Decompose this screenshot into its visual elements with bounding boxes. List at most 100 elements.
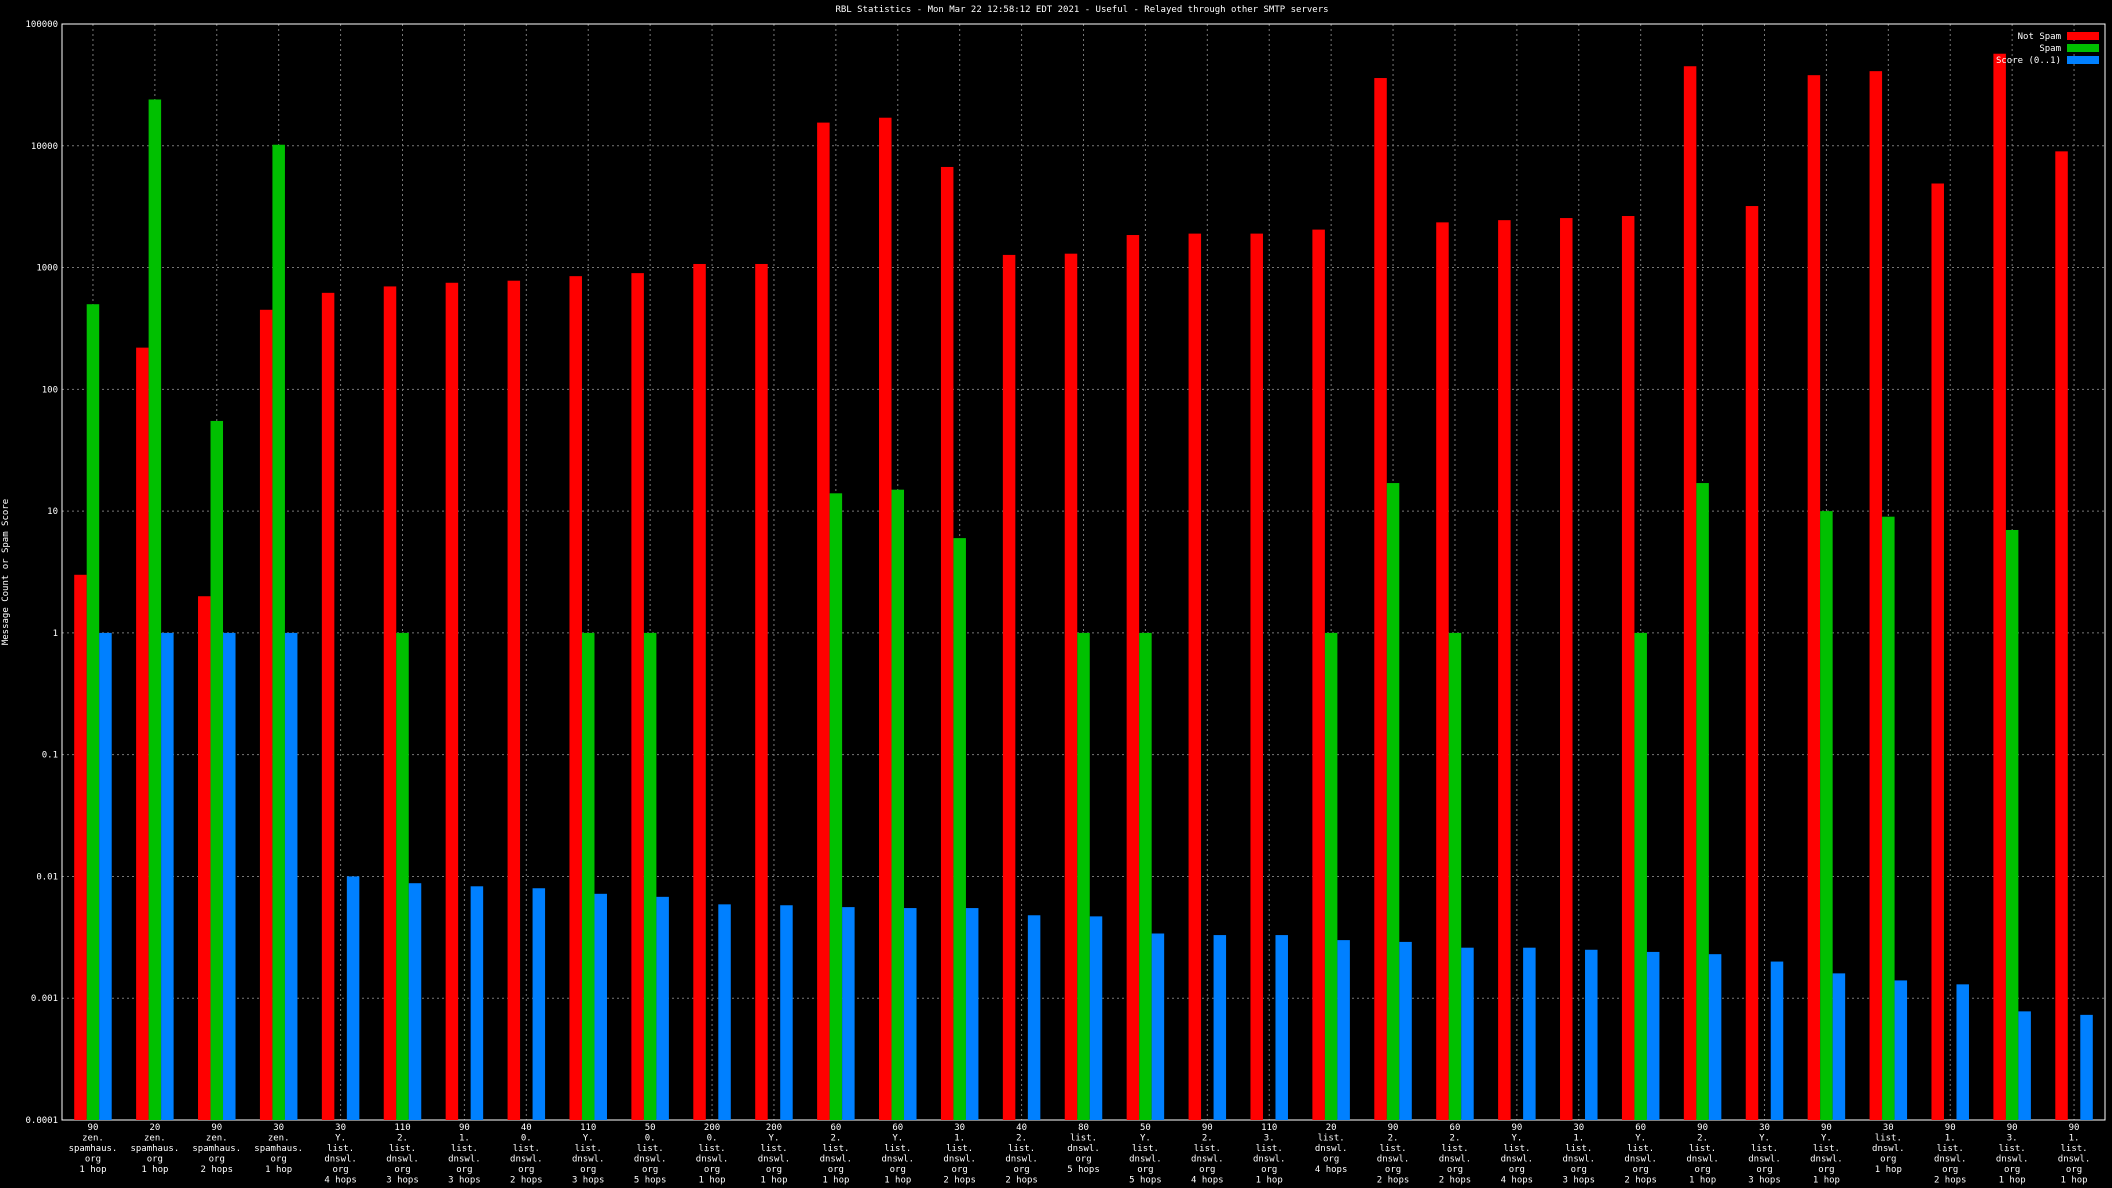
- x-tick-label: dnswl.: [1872, 1144, 1905, 1154]
- bar: [1250, 233, 1263, 1120]
- x-tick-label: org: [271, 1155, 287, 1165]
- y-tick-label: 100: [42, 385, 58, 395]
- bar: [198, 596, 211, 1120]
- x-tick-label: org: [642, 1165, 658, 1175]
- x-tick-label: spamhaus.: [130, 1144, 179, 1154]
- x-tick-label: 1 hop: [141, 1165, 168, 1175]
- bar: [1882, 516, 1895, 1120]
- x-tick-label: org: [580, 1165, 596, 1175]
- bar: [879, 117, 892, 1120]
- x-tick-label: list.: [1999, 1144, 2026, 1154]
- x-tick-label: org: [1447, 1165, 1463, 1175]
- bar: [1869, 71, 1883, 1121]
- bar: [223, 632, 236, 1120]
- x-tick-label: 110: [1261, 1123, 1277, 1133]
- x-tick-label: 90: [1697, 1123, 1708, 1133]
- x-tick-label: org: [952, 1165, 968, 1175]
- x-tick-label: 50: [1140, 1123, 1151, 1133]
- x-tick-label: dnswl.: [634, 1155, 667, 1165]
- bar: [259, 309, 273, 1120]
- legend-swatch: [2067, 32, 2099, 40]
- legend-swatch: [2067, 56, 2099, 64]
- bar: [1089, 916, 1103, 1120]
- x-tick-label: dnswl.: [1377, 1155, 1410, 1165]
- bar: [842, 907, 855, 1120]
- bar: [136, 347, 149, 1120]
- x-tick-label: 1.: [954, 1134, 965, 1144]
- y-tick-label: 0.01: [36, 872, 58, 882]
- bar: [1064, 253, 1078, 1120]
- x-tick-label: list.: [2060, 1144, 2087, 1154]
- x-tick-label: org: [1199, 1165, 1215, 1175]
- bar: [718, 904, 731, 1120]
- x-tick-label: 1 hop: [79, 1165, 106, 1175]
- x-tick-label: zen.: [268, 1134, 290, 1144]
- bar: [1832, 973, 1846, 1120]
- x-tick-label: list.: [1689, 1144, 1716, 1154]
- bar: [817, 122, 830, 1120]
- x-tick-label: dnswl.: [882, 1155, 915, 1165]
- x-tick-label: dnswl.: [1129, 1155, 1162, 1165]
- x-tick-label: list.: [1875, 1134, 1902, 1144]
- bar: [1560, 218, 1573, 1121]
- x-tick-label: org: [1633, 1165, 1649, 1175]
- x-tick-label: org: [1261, 1165, 1277, 1175]
- bar: [1213, 935, 1227, 1120]
- x-tick-label: 1 hop: [1256, 1176, 1283, 1186]
- x-tick-label: 30: [273, 1123, 284, 1133]
- x-tick-label: dnswl.: [1810, 1155, 1843, 1165]
- bar: [755, 263, 768, 1120]
- x-tick-label: 30: [1573, 1123, 1584, 1133]
- x-tick-label: spamhaus.: [192, 1144, 241, 1154]
- x-tick-label: dnswl.: [943, 1155, 976, 1165]
- x-tick-label: dnswl.: [324, 1155, 357, 1165]
- x-tick-label: dnswl.: [386, 1155, 419, 1165]
- x-tick-label: 0.: [707, 1134, 718, 1144]
- x-tick-label: list.: [884, 1144, 911, 1154]
- bar: [1324, 632, 1338, 1120]
- x-tick-label: 3.: [1264, 1134, 1275, 1144]
- x-tick-label: Y.: [1635, 1134, 1646, 1144]
- x-tick-label: 30: [335, 1123, 346, 1133]
- x-tick-label: 90: [2069, 1123, 2080, 1133]
- y-tick-label: 1000: [36, 264, 58, 274]
- bar: [1312, 229, 1325, 1120]
- bar: [1399, 941, 1412, 1120]
- x-tick-label: dnswl.: [1686, 1155, 1719, 1165]
- x-tick-label: 50: [645, 1123, 656, 1133]
- x-tick-label: dnswl.: [820, 1155, 853, 1165]
- x-tick-label: Y.: [1140, 1134, 1151, 1144]
- x-tick-label: 5 hops: [1129, 1176, 1162, 1186]
- x-tick-label: list.: [1256, 1144, 1283, 1154]
- x-tick-label: 1 hop: [1875, 1165, 1902, 1175]
- x-tick-label: list.: [1751, 1144, 1778, 1154]
- bar: [1585, 949, 1598, 1120]
- x-tick-label: list.: [1937, 1144, 1964, 1154]
- x-tick-label: 1 hop: [760, 1176, 787, 1186]
- x-tick-label: 3 hops: [1563, 1176, 1596, 1186]
- x-tick-label: 20: [1326, 1123, 1337, 1133]
- x-tick-label: list.: [1503, 1144, 1530, 1154]
- bar: [1139, 632, 1152, 1120]
- x-tick-label: org: [1818, 1165, 1834, 1175]
- x-tick-label: list.: [451, 1144, 478, 1154]
- x-tick-label: org: [147, 1155, 163, 1165]
- x-tick-label: 1 hop: [822, 1176, 849, 1186]
- x-tick-label: 1 hop: [698, 1176, 725, 1186]
- bar: [1634, 632, 1647, 1120]
- x-tick-label: Y.: [769, 1134, 780, 1144]
- x-tick-label: 3 hops: [1748, 1176, 1781, 1186]
- bar: [1807, 75, 1821, 1121]
- x-tick-label: 40: [1016, 1123, 1027, 1133]
- y-tick-label: 10000: [31, 142, 58, 152]
- bar: [1188, 233, 1202, 1120]
- x-tick-label: org: [1013, 1165, 1029, 1175]
- bar: [656, 896, 669, 1120]
- x-tick-label: list.: [389, 1144, 416, 1154]
- bar: [507, 280, 521, 1120]
- bar: [408, 883, 422, 1120]
- bar: [1448, 632, 1462, 1120]
- bar: [383, 286, 397, 1120]
- bar: [470, 886, 484, 1120]
